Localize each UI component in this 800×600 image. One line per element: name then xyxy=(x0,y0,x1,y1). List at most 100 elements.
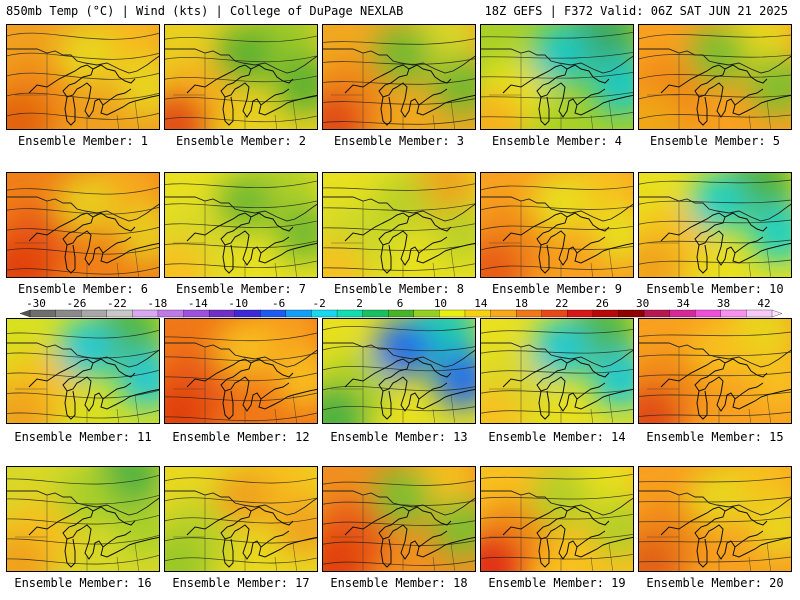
colorbar-swatch xyxy=(234,309,261,318)
colorbar-tick-label: -18 xyxy=(147,297,168,310)
colorbar-swatch xyxy=(643,309,671,318)
ensemble-member-label: Ensemble Member: 7 xyxy=(175,282,307,296)
colorbar-swatch xyxy=(55,309,82,318)
colorbar-tick-label: -26 xyxy=(66,297,87,310)
ensemble-panel xyxy=(164,318,318,424)
colorbar-tick-label: 6 xyxy=(396,297,404,310)
ensemble-panel xyxy=(322,24,476,130)
temperature-field-map xyxy=(639,467,791,571)
ensemble-panel xyxy=(638,24,792,130)
temperature-field-map xyxy=(481,173,633,277)
ensemble-member-label: Ensemble Member: 15 xyxy=(646,430,784,444)
colorbar-tick-label: 10 xyxy=(433,297,448,310)
temperature-field-map xyxy=(165,25,317,129)
colorbar-swatch xyxy=(413,309,441,318)
colorbar-swatch xyxy=(157,309,185,318)
colorbar-tick-label: 26 xyxy=(595,297,609,310)
ensemble-member-label: Ensemble Member: 10 xyxy=(646,282,784,296)
temperature-field-map xyxy=(639,173,791,277)
temperature-field-map xyxy=(323,467,475,571)
ensemble-panel xyxy=(6,318,160,424)
colorbar-tick-label: -10 xyxy=(228,297,249,310)
ensemble-panel xyxy=(638,172,792,278)
ensemble-member-label: Ensemble Member: 3 xyxy=(333,134,465,148)
temperature-field-map xyxy=(7,467,159,571)
colorbar-tick-label: 2 xyxy=(356,297,363,310)
colorbar-swatch xyxy=(695,309,722,318)
colorbar-swatch xyxy=(311,309,338,318)
ensemble-member-label: Ensemble Member: 19 xyxy=(488,576,626,590)
colorbar-swatch xyxy=(208,309,236,318)
ensemble-member-label: Ensemble Member: 1 xyxy=(17,134,149,148)
ensemble-panel xyxy=(164,172,318,278)
colorbar-tick-label: -2 xyxy=(312,297,326,310)
ensemble-panel xyxy=(6,172,160,278)
temperature-field-map xyxy=(323,173,475,277)
temperature-field-map xyxy=(481,319,633,423)
ensemble-member-label: Ensemble Member: 6 xyxy=(17,282,149,296)
temperature-field-map xyxy=(7,25,159,129)
ensemble-member-label: Ensemble Member: 13 xyxy=(330,430,468,444)
colorbar-swatch xyxy=(720,309,748,318)
colorbar-swatch xyxy=(29,309,57,318)
ensemble-panel xyxy=(6,24,160,130)
colorbar-tick-label: 14 xyxy=(474,297,488,310)
colorbar-tick-label: 38 xyxy=(716,297,731,310)
colorbar-swatch xyxy=(592,309,620,318)
ensemble-member-label: Ensemble Member: 14 xyxy=(488,430,626,444)
colorbar-tick-label: 30 xyxy=(636,297,650,310)
colorbar-left-arrow xyxy=(19,309,31,318)
ensemble-panel xyxy=(322,172,476,278)
ensemble-panel xyxy=(322,318,476,424)
colorbar-swatch xyxy=(260,309,287,318)
colorbar-swatch xyxy=(515,309,543,318)
ensemble-member-label: Ensemble Member: 20 xyxy=(646,576,784,590)
ensemble-panel xyxy=(480,24,634,130)
temperature-field-map xyxy=(481,25,633,129)
ensemble-member-label: Ensemble Member: 11 xyxy=(14,430,152,444)
colorbar-tick-label: 42 xyxy=(757,297,771,310)
model-run-info: 18Z GEFS | F372 Valid: 06Z SAT JUN 21 20… xyxy=(484,4,788,18)
ensemble-member-label: Ensemble Member: 8 xyxy=(333,282,465,296)
colorbar-swatch xyxy=(464,309,492,318)
ensemble-panel xyxy=(164,24,318,130)
colorbar-tick-label: -14 xyxy=(187,297,208,310)
colorbar-swatch xyxy=(362,309,389,318)
temperature-field-map xyxy=(323,25,475,129)
temperature-field-map xyxy=(481,467,633,571)
colorbar-tick-label: -6 xyxy=(272,297,286,310)
colorbar-swatch xyxy=(106,309,133,318)
ensemble-panel xyxy=(322,466,476,572)
colorbar-tick-label: 34 xyxy=(676,297,690,310)
ensemble-member-label: Ensemble Member: 5 xyxy=(649,134,781,148)
colorbar-swatch xyxy=(567,309,594,318)
colorbar-tick-label: -22 xyxy=(106,297,127,310)
colorbar-swatch xyxy=(285,309,313,318)
colorbar-swatch xyxy=(490,309,517,318)
temperature-field-map xyxy=(165,319,317,423)
colorbar-swatch xyxy=(746,309,773,318)
ensemble-panel xyxy=(6,466,160,572)
ensemble-panel xyxy=(638,466,792,572)
colorbar-swatch xyxy=(336,309,364,318)
temperature-field-map xyxy=(165,467,317,571)
temperature-field-map xyxy=(7,319,159,423)
ensemble-panel xyxy=(480,318,634,424)
colorbar-right-arrow xyxy=(771,309,783,318)
colorbar-tick-label: 22 xyxy=(555,297,569,310)
colorbar-swatch xyxy=(183,309,210,318)
ensemble-member-label: Ensemble Member: 2 xyxy=(175,134,307,148)
colorbar-swatch xyxy=(388,309,415,318)
ensemble-member-label: Ensemble Member: 16 xyxy=(14,576,152,590)
ensemble-panel xyxy=(638,318,792,424)
colorbar-swatch xyxy=(541,309,568,318)
colorbar-swatch xyxy=(439,309,466,318)
colorbar-swatch xyxy=(669,309,696,318)
temperature-field-map xyxy=(165,173,317,277)
ensemble-member-label: Ensemble Member: 18 xyxy=(330,576,468,590)
temperature-field-map xyxy=(323,319,475,423)
colorbar-tick-label: -30 xyxy=(26,297,46,310)
temperature-colorbar xyxy=(19,309,783,318)
ensemble-member-label: Ensemble Member: 12 xyxy=(172,430,310,444)
colorbar-swatch xyxy=(618,309,645,318)
